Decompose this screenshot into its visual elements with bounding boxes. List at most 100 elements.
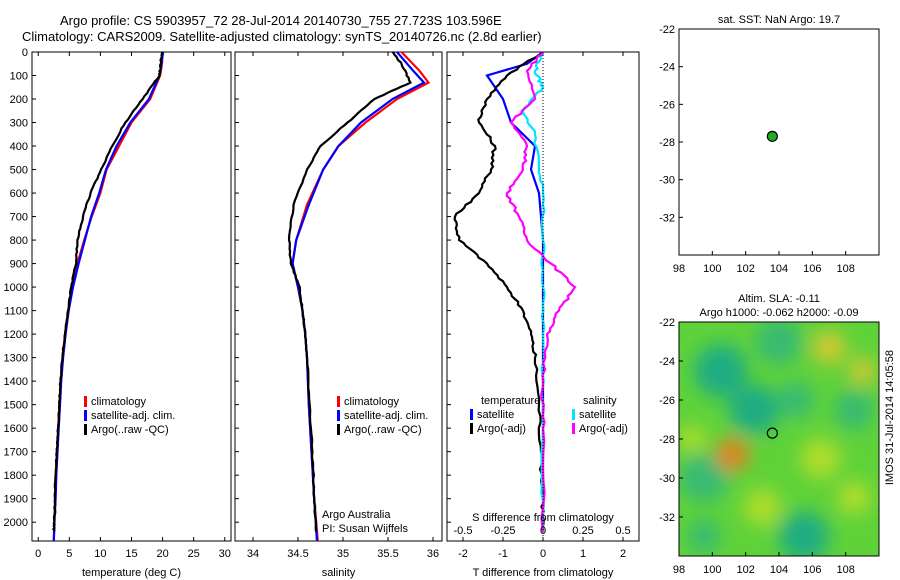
difference-s-axis-label: S difference from climatology: [472, 512, 614, 524]
temperature-xtick-label: 15: [125, 548, 137, 560]
difference-xtick-label: 1: [580, 548, 586, 560]
salinity-legend-swatch: [337, 410, 340, 421]
depth-tick-label: 2000: [4, 517, 28, 529]
sla_map-field-cell: [679, 453, 729, 503]
sla_map-argo-marker: [766, 427, 778, 439]
depth-tick-label: 600: [10, 188, 28, 200]
difference-sal-legend-label: Argo(-adj): [579, 423, 628, 435]
salinity-legend-swatch: [337, 424, 340, 435]
sla_map-ytick-label: -26: [659, 395, 675, 407]
sla_map-field-cell: [800, 438, 841, 479]
sst_map-xtick-label: 104: [770, 263, 788, 275]
difference-sal-legend-label: satellite: [579, 409, 616, 421]
sla_map-field-cell: [679, 425, 706, 453]
temperature-axes-frame: [31, 51, 232, 542]
depth-tick-label: 1500: [4, 400, 28, 412]
sla_map-field: [679, 322, 879, 556]
sla_map-ytick-label: -24: [659, 356, 675, 368]
difference-s-tick-label: 0: [540, 525, 546, 537]
sst_map-xtick-label: 100: [703, 263, 721, 275]
temperature-legend-swatch: [84, 410, 87, 421]
difference-temp-legend-label: Argo(-adj): [477, 423, 526, 435]
difference-series-t-satellite: [485, 51, 545, 532]
temperature-legend-label: Argo(..raw -QC): [91, 424, 169, 436]
sst-map-title: sat. SST: NaN Argo: 19.7: [718, 14, 840, 26]
salinity-xtick-label: 36: [427, 548, 439, 560]
temperature-xtick-label: 10: [94, 548, 106, 560]
sla_map-field-cell: [729, 384, 779, 435]
depth-tick-label: 900: [10, 259, 28, 271]
sla_map-ytick-label: -32: [659, 512, 675, 524]
depth-tick-label: 400: [10, 141, 28, 153]
temperature-series-argo-raw-qc-: [51, 51, 164, 533]
difference-sal-legend-swatch: [572, 409, 575, 420]
temperature-xtick-label: 30: [219, 548, 231, 560]
sst_map-ytick-label: -28: [659, 137, 675, 149]
difference-temp-legend-swatch: [470, 409, 473, 420]
temperature-legend-label: climatology: [91, 396, 147, 408]
sst_map-ytick-label: -26: [659, 99, 675, 111]
sla_map-field-cell: [777, 381, 815, 419]
difference-s-tick-label: 0.25: [572, 525, 593, 537]
depth-tick-label: 1800: [4, 470, 28, 482]
sla_map-ytick-label: -22: [659, 317, 675, 329]
salinity-xlabel: salinity: [322, 567, 356, 579]
temperature-legend-label: satellite-adj. clim.: [91, 410, 175, 422]
sst_map-ytick-label: -32: [659, 212, 675, 224]
salinity-legend-label: satellite-adj. clim.: [344, 410, 428, 422]
sla_map-field-cell: [744, 488, 781, 526]
difference-series-s-argo-adj-: [505, 51, 577, 532]
depth-tick-label: 1400: [4, 376, 28, 388]
sla_map-field-cell: [779, 511, 829, 556]
sst_map-ytick-label: -30: [659, 175, 675, 187]
temperature-legend-swatch: [84, 424, 87, 435]
sla_map-field-cell: [755, 322, 803, 365]
salinity-xtick-label: 34.5: [287, 548, 308, 560]
sla_map-xtick-label: 104: [770, 564, 788, 576]
sla_map-field-cell: [834, 389, 874, 430]
salinity-axes-frame: [234, 51, 443, 542]
depth-tick-label: 700: [10, 212, 28, 224]
sla_map-xtick-label: 108: [836, 564, 854, 576]
difference-legend-title-temperature: temperature: [481, 395, 540, 407]
difference-xtick-label: -1: [498, 548, 508, 560]
difference-xtick-label: 2: [620, 548, 626, 560]
difference-legend-title-salinity: salinity: [583, 395, 617, 407]
sst_map-ytick-label: -24: [659, 62, 675, 74]
sla_map-field-cell: [837, 480, 871, 515]
depth-tick-label: 1900: [4, 494, 28, 506]
sla_map-xtick-label: 98: [673, 564, 685, 576]
difference-xlabel: T difference from climatology: [473, 567, 614, 579]
sst_map-xtick-label: 106: [803, 263, 821, 275]
depth-tick-label: 500: [10, 165, 28, 177]
difference-s-tick-label: 0.5: [615, 525, 630, 537]
salinity-xtick-label: 35.5: [377, 548, 398, 560]
sla_map-ytick-label: -28: [659, 434, 675, 446]
sst_map-xtick-label: 108: [836, 263, 854, 275]
sla_map-field-cell: [849, 357, 876, 385]
sst_map-axes-frame: [678, 28, 880, 256]
difference-s-tick-label: -0.25: [490, 525, 515, 537]
chart-title-line1: Argo profile: CS 5903957_72 28-Jul-2014 …: [60, 13, 502, 28]
sst_map-ytick-label: -22: [659, 24, 675, 36]
sst_map-argo-marker: [766, 130, 778, 142]
sla_map-xtick-label: 102: [736, 564, 754, 576]
difference-s-tick-label: -0.5: [454, 525, 473, 537]
temperature-xtick-label: 20: [156, 548, 168, 560]
sst_map-xtick-label: 98: [673, 263, 685, 275]
depth-tick-label: 1600: [4, 423, 28, 435]
sla_map-field-blobs: [679, 322, 876, 556]
depth-tick-label: 100: [10, 71, 28, 83]
difference-temp-legend-label: satellite: [477, 409, 514, 421]
difference-series-t-argo-adj-: [453, 51, 546, 532]
salinity-legend-swatch: [337, 396, 340, 407]
depth-tick-label: 0: [22, 47, 28, 59]
difference-sal-legend-swatch: [572, 423, 575, 434]
depth-tick-label: 1000: [4, 282, 28, 294]
difference-xtick-label: -2: [458, 548, 468, 560]
depth-tick-label: 1700: [4, 447, 28, 459]
chart-title-line2: Climatology: CARS2009. Satellite-adjuste…: [22, 29, 542, 44]
salinity-series-argo-raw-qc-: [287, 51, 413, 532]
sla_map-field-cell: [694, 344, 748, 398]
